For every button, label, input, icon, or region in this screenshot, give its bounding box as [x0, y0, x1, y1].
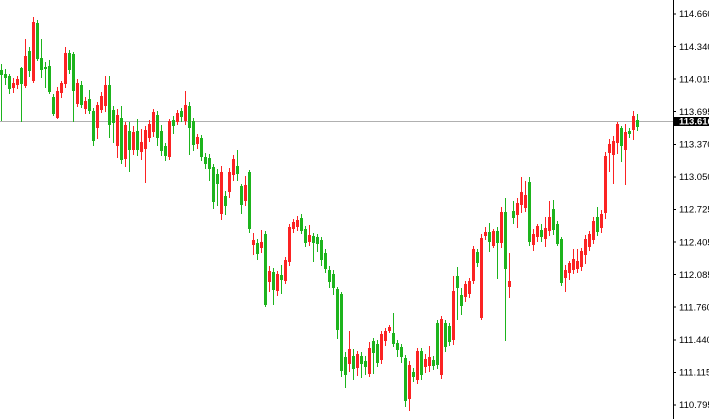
svg-text:111.760: 111.760 [679, 302, 709, 313]
svg-text:111.115: 111.115 [679, 368, 709, 379]
svg-text:111.440: 111.440 [679, 335, 709, 346]
svg-text:110.795: 110.795 [679, 400, 709, 411]
svg-text:113.370: 113.370 [679, 140, 709, 151]
svg-text:114.015: 114.015 [679, 74, 709, 85]
svg-text:113.616: 113.616 [679, 116, 709, 127]
svg-text:112.085: 112.085 [679, 270, 709, 281]
svg-text:113.695: 113.695 [679, 107, 709, 118]
svg-text:113.050: 113.050 [679, 172, 709, 183]
svg-text:114.340: 114.340 [679, 42, 709, 53]
svg-text:112.405: 112.405 [679, 237, 709, 248]
svg-text:114.660: 114.660 [679, 9, 709, 20]
svg-text:112.725: 112.725 [679, 205, 709, 216]
